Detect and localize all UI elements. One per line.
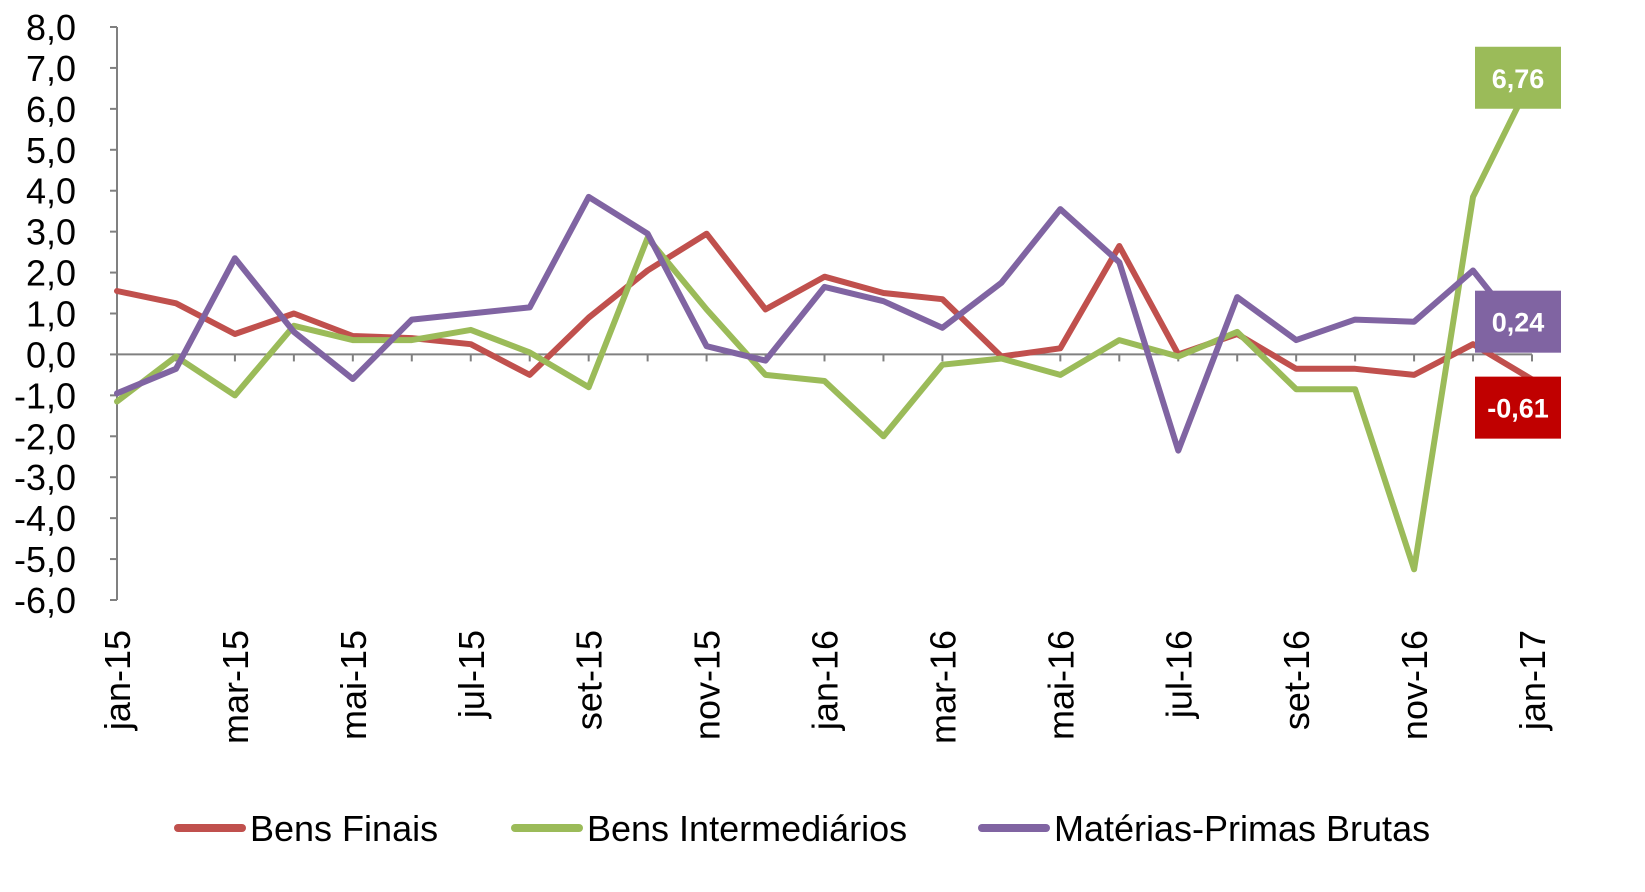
end-label-value: 6,76 [1492,64,1545,94]
x-tick-label: mar-15 [215,630,256,744]
x-tick-label: nov-16 [1394,630,1435,740]
x-tick-label: mar-16 [922,630,963,744]
end-label: -0,61 [1475,376,1561,439]
legend: Bens Finais Bens Intermediários Matérias-P… [174,808,1430,849]
end-label-value: 0,24 [1492,308,1545,338]
end-label-box [1475,290,1561,353]
y-tick-label: -5,0 [14,539,76,580]
y-tick-label: 7,0 [26,48,76,89]
legend-label: Matérias-Primas Brutas [1054,808,1430,849]
x-tick-label: set-16 [1276,630,1317,730]
y-tick-label: -1,0 [14,375,76,416]
x-tick-label: nov-15 [687,630,728,740]
x-tick-label: mai-16 [1040,630,1081,740]
y-tick-label: 1,0 [26,294,76,335]
y-tick-label: 2,0 [26,253,76,294]
x-tick-label: jul-15 [451,630,492,719]
y-tick-label: -2,0 [14,416,76,457]
x-tick-label: mai-15 [333,630,374,740]
end-labels: -0,61 6,76 0,24 [1475,46,1561,439]
y-tick-label: -4,0 [14,498,76,539]
axes: 8,07,06,05,04,03,02,01,00,0-1,0-2,0-3,0-… [14,7,1553,744]
series-line-2 [114,193,1535,454]
end-label-value: -0,61 [1487,394,1549,424]
end-label: 6,76 [1475,46,1561,109]
x-tick-label: jan-15 [97,630,138,731]
series-line-1 [114,74,1535,573]
y-tick-label: 5,0 [26,130,76,171]
y-tick-label: 6,0 [26,89,76,130]
y-tick-label: -3,0 [14,457,76,498]
x-tick-label: jul-16 [1158,630,1199,719]
y-tick-label: 0,0 [26,334,76,375]
legend-item: Bens Intermediários [511,808,907,849]
y-tick-label: 3,0 [26,212,76,253]
x-tick-label: jan-16 [805,630,846,731]
x-tick-label: jan-17 [1512,630,1553,731]
y-tick-label: 4,0 [26,171,76,212]
legend-label: Bens Intermediários [587,808,907,849]
y-tick-label: 8,0 [26,7,76,48]
legend-label: Bens Finais [250,808,438,849]
end-label: 0,24 [1475,290,1561,353]
series-line-0 [114,230,1535,383]
series-lines [114,74,1535,573]
y-tick-label: -6,0 [14,580,76,621]
end-label-box [1475,376,1561,439]
legend-item: Bens Finais [174,808,438,849]
end-label-box [1475,46,1561,109]
x-tick-label: set-15 [569,630,610,730]
legend-item: Matérias-Primas Brutas [978,808,1430,849]
